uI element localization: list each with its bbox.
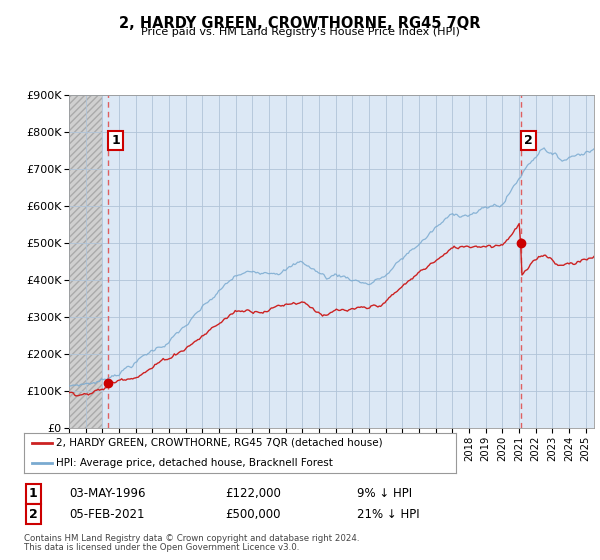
- Text: 1: 1: [112, 134, 120, 147]
- Text: 21% ↓ HPI: 21% ↓ HPI: [357, 507, 419, 521]
- Text: 2: 2: [29, 507, 37, 521]
- Text: £122,000: £122,000: [225, 487, 281, 501]
- Text: HPI: Average price, detached house, Bracknell Forest: HPI: Average price, detached house, Brac…: [56, 458, 333, 468]
- Text: This data is licensed under the Open Government Licence v3.0.: This data is licensed under the Open Gov…: [24, 543, 299, 552]
- Text: 2, HARDY GREEN, CROWTHORNE, RG45 7QR: 2, HARDY GREEN, CROWTHORNE, RG45 7QR: [119, 16, 481, 31]
- Text: 9% ↓ HPI: 9% ↓ HPI: [357, 487, 412, 501]
- Text: 05-FEB-2021: 05-FEB-2021: [69, 507, 145, 521]
- Text: Price paid vs. HM Land Registry's House Price Index (HPI): Price paid vs. HM Land Registry's House …: [140, 27, 460, 37]
- Text: 03-MAY-1996: 03-MAY-1996: [69, 487, 146, 501]
- Text: 2, HARDY GREEN, CROWTHORNE, RG45 7QR (detached house): 2, HARDY GREEN, CROWTHORNE, RG45 7QR (de…: [56, 438, 383, 448]
- Text: 2: 2: [524, 134, 533, 147]
- Bar: [69, 95, 103, 428]
- Text: 1: 1: [29, 487, 37, 501]
- Text: £500,000: £500,000: [225, 507, 281, 521]
- Text: Contains HM Land Registry data © Crown copyright and database right 2024.: Contains HM Land Registry data © Crown c…: [24, 534, 359, 543]
